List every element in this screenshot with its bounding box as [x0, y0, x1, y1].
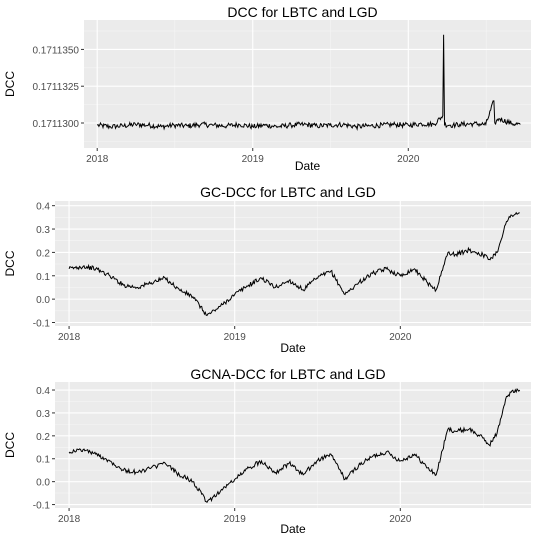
plot-panel-1 — [84, 20, 531, 148]
y-tick-label: 0.2 — [36, 248, 50, 259]
x-axis-label: Date — [280, 522, 306, 536]
x-tick-label: 2018 — [86, 154, 109, 165]
x-tick-label: 2020 — [389, 514, 412, 525]
y-axis-label: DCC — [3, 432, 17, 458]
chart-title: DCC for LBTC and LGD — [227, 4, 377, 20]
x-tick-label: 2019 — [224, 514, 247, 525]
x-tick-label: 2018 — [58, 332, 81, 343]
y-tick-label: 0.1711350 — [32, 45, 79, 56]
y-tick-label: 0.0 — [36, 295, 50, 306]
x-axis-label: Date — [280, 341, 306, 355]
y-tick-label: 0.1711325 — [32, 82, 79, 93]
chart-title: GC-DCC for LBTC and LGD — [200, 184, 376, 200]
plot-panel-3 — [55, 382, 531, 508]
y-axis-label: DCC — [3, 71, 17, 97]
x-axis-label: Date — [295, 159, 321, 173]
y-axis-label: DCC — [3, 250, 17, 276]
x-tick-label: 2019 — [224, 332, 247, 343]
y-tick-label: 0.4 — [36, 202, 50, 213]
y-tick-label: 0.1711300 — [32, 119, 79, 130]
plot-panel-2 — [55, 201, 531, 326]
x-tick-label: 2019 — [242, 154, 265, 165]
y-tick-label: 0.3 — [36, 225, 50, 236]
x-tick-label: 2020 — [389, 332, 412, 343]
y-tick-label: 0.3 — [36, 409, 50, 420]
x-tick-label: 2018 — [58, 514, 81, 525]
y-tick-label: -0.1 — [33, 318, 51, 329]
y-tick-label: -0.1 — [33, 501, 51, 512]
y-tick-label: 0.0 — [36, 478, 50, 489]
y-tick-label: 0.2 — [36, 432, 50, 443]
y-tick-label: 0.1 — [36, 272, 50, 283]
y-tick-label: 0.4 — [36, 386, 50, 397]
x-tick-label: 2020 — [397, 154, 420, 165]
y-tick-label: 0.1 — [36, 455, 50, 466]
chart-title: GCNA-DCC for LBTC and LGD — [190, 366, 385, 382]
